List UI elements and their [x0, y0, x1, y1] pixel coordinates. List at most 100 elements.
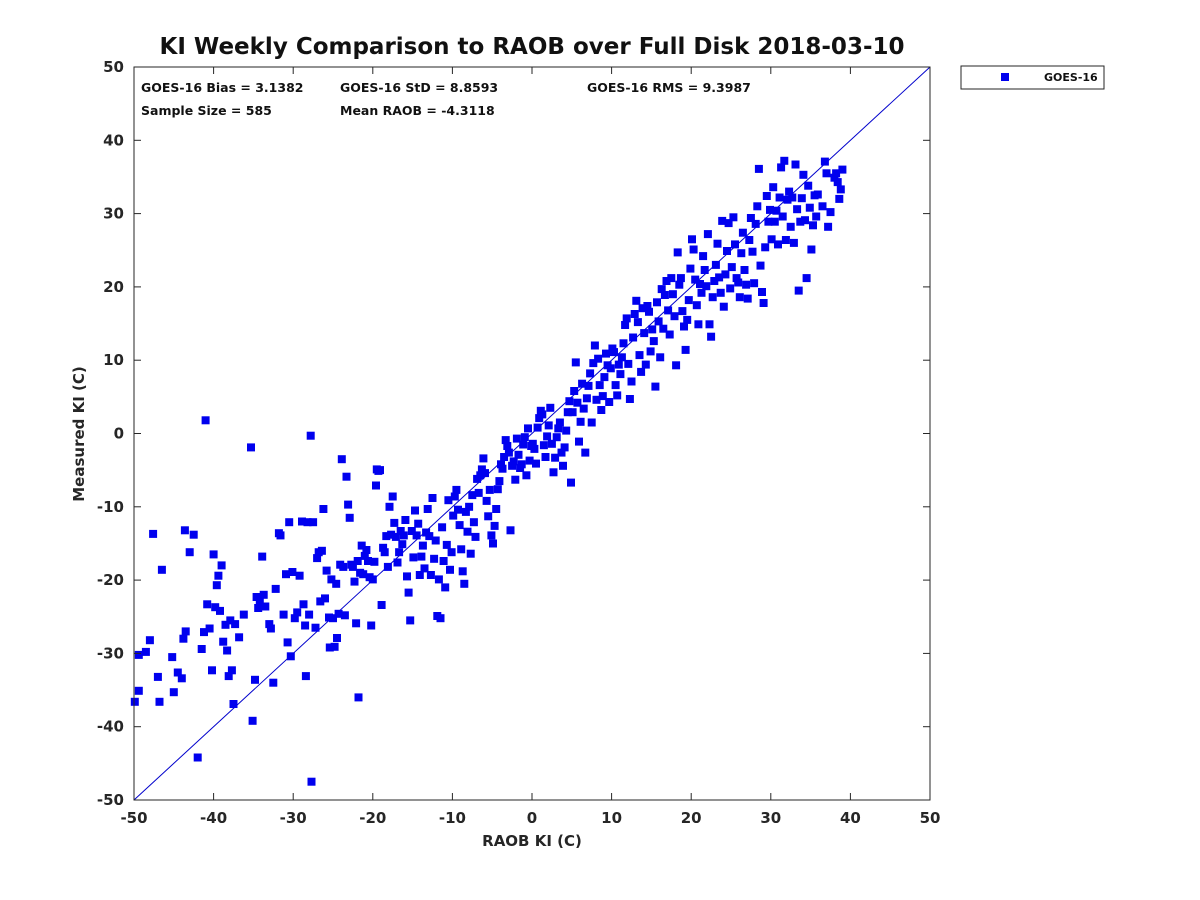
data-point [340, 611, 349, 620]
data-point [501, 436, 510, 445]
data-point [359, 570, 368, 579]
data-point [813, 190, 822, 199]
data-point [764, 217, 773, 226]
data-point [676, 274, 685, 283]
data-point [407, 527, 416, 535]
data-point [789, 238, 798, 247]
data-point [624, 359, 633, 368]
data-point [224, 672, 233, 681]
data-point [209, 550, 218, 559]
data-point [729, 213, 738, 222]
data-point [770, 217, 779, 226]
data-point [293, 608, 302, 617]
y-tick-label: -20 [97, 571, 124, 589]
data-point [193, 753, 202, 762]
x-tick-label: 30 [760, 809, 781, 827]
data-point [645, 307, 653, 316]
data-point [611, 381, 620, 390]
data-point [734, 278, 743, 287]
stats-block: GOES-16 Bias = 3.1382 GOES-16 StD = 8.85… [141, 80, 751, 118]
data-point [317, 546, 326, 555]
x-tick-label: -20 [359, 809, 386, 827]
data-point [785, 187, 794, 196]
data-point [775, 193, 784, 202]
data-point [398, 540, 407, 549]
data-point [180, 526, 189, 535]
data-point [680, 322, 688, 331]
data-point [584, 381, 593, 390]
data-point [482, 496, 491, 505]
chart-title: KI Weekly Comparison to RAOB over Full D… [160, 34, 905, 60]
data-point [134, 650, 143, 659]
data-point [586, 369, 595, 378]
data-point [217, 561, 226, 570]
data-point [777, 163, 786, 172]
data-point [812, 212, 821, 221]
data-point [732, 274, 741, 283]
data-point [654, 317, 663, 326]
data-point [290, 614, 299, 623]
data-point [251, 675, 259, 684]
data-point [493, 485, 502, 494]
data-point [746, 214, 755, 222]
data-point [334, 609, 343, 618]
data-point [226, 616, 235, 625]
data-point [692, 301, 701, 310]
data-point [211, 603, 220, 612]
data-point [715, 273, 724, 282]
data-point [409, 553, 418, 562]
data-point [223, 646, 232, 655]
data-point [449, 511, 458, 520]
data-point [573, 398, 582, 407]
data-point [660, 291, 669, 299]
data-point [212, 581, 221, 590]
data-point [282, 570, 290, 579]
data-point [724, 219, 733, 228]
data-point [354, 693, 363, 702]
data-point [406, 616, 415, 625]
data-point [396, 527, 405, 535]
data-point [643, 302, 652, 310]
data-point [325, 643, 334, 652]
data-point [653, 298, 661, 307]
data-point [617, 353, 626, 362]
x-tick-label: 50 [920, 809, 941, 827]
data-point [731, 240, 739, 249]
data-point [382, 532, 391, 541]
data-point [783, 195, 792, 204]
data-point [197, 645, 206, 653]
data-point [385, 502, 394, 511]
data-point [632, 296, 641, 305]
data-point [582, 394, 591, 403]
data-point [276, 531, 285, 540]
x-tick-label: -40 [200, 809, 227, 827]
data-point [368, 575, 377, 584]
data-point [657, 285, 666, 294]
x-tick-label: 0 [527, 809, 537, 827]
data-point [357, 541, 366, 550]
data-point [778, 212, 787, 221]
data-point [313, 554, 322, 563]
data-point [740, 266, 749, 274]
data-point [428, 494, 437, 502]
data-point [463, 527, 472, 536]
data-point [221, 620, 230, 629]
data-point [758, 288, 766, 296]
data-point [718, 216, 727, 225]
data-point [364, 557, 372, 565]
x-tick-label: 10 [601, 809, 622, 827]
data-point [708, 293, 717, 302]
data-point [598, 392, 607, 401]
data-point [149, 529, 158, 538]
data-point [485, 485, 494, 494]
data-point [399, 531, 408, 540]
data-point [630, 310, 639, 318]
data-point [649, 337, 658, 346]
data-point [743, 294, 752, 303]
data-point [832, 169, 841, 178]
data-point [595, 381, 604, 390]
data-point [248, 716, 257, 725]
data-point [648, 325, 657, 334]
x-tick-label: -30 [280, 809, 307, 827]
data-point [185, 548, 194, 557]
